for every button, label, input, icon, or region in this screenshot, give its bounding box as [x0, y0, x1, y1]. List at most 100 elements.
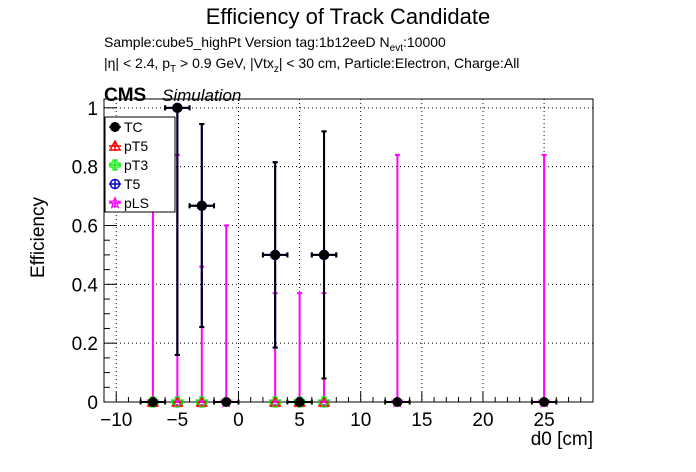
marker-circle	[172, 102, 183, 113]
x-tick-label: 15	[411, 410, 432, 431]
x-tick-label: 25	[534, 410, 555, 431]
marker-triangle	[108, 139, 122, 151]
marker-TC	[172, 102, 183, 113]
marker-pT5	[317, 395, 331, 407]
marker-TC	[196, 200, 207, 211]
subtitle-line-2: |η| < 2.4, pT > 0.9 GeV, |Vtxz| < 30 cm,…	[104, 55, 519, 75]
marker-cross	[318, 396, 330, 408]
data-point-pLS	[292, 292, 307, 408]
data-points	[139, 102, 558, 408]
marker-circle	[221, 397, 232, 407]
data-point-TC	[310, 130, 338, 380]
marker-TC	[539, 397, 550, 407]
data-point-pT5	[171, 395, 184, 407]
data-point-TC	[530, 397, 558, 407]
legend-label-T5: T5	[124, 176, 141, 192]
legend-marker-pLS	[108, 195, 122, 209]
x-axis-label: d0 [cm]	[531, 429, 593, 450]
y-tick-label: 0.6	[72, 216, 98, 237]
data-point-TC	[286, 397, 313, 407]
subtitle-1-sub: evt	[390, 43, 404, 54]
marker-triangle	[171, 395, 184, 407]
marker-circle	[196, 200, 207, 211]
legend-marker-TC	[110, 122, 120, 132]
legend-marker-pT3	[109, 159, 121, 171]
x-tick-label: 20	[472, 410, 493, 431]
y-tick-label: 1	[87, 99, 98, 120]
subtitle-2-sub2: z	[274, 64, 279, 75]
data-point-pLS	[390, 153, 405, 408]
marker-TC	[319, 249, 330, 260]
y-tick-label: 0.4	[72, 275, 99, 296]
subtitle-2-part3: | < 30 cm, Particle:Electron, Charge:All	[279, 55, 520, 71]
cms-label: CMS	[104, 85, 146, 106]
y-tick-label: 0.2	[72, 334, 98, 355]
legend-marker-pT5	[108, 139, 122, 151]
marker-pT5	[195, 395, 209, 407]
data-point-pT3	[171, 396, 183, 408]
marker-circle	[110, 122, 120, 132]
series-TC	[139, 102, 558, 407]
legend-entry-pLS: pLS	[108, 195, 149, 211]
subtitle-1-tail: :10000	[403, 34, 446, 50]
subtitle-line-1: Sample:cube5_highPt Version tag:1b12eeD …	[104, 34, 446, 54]
series-T5	[164, 102, 338, 380]
y-tick-label: 0	[87, 393, 98, 414]
marker-pT3	[171, 396, 183, 408]
data-point-pT5	[268, 395, 282, 407]
marker-circle	[109, 178, 121, 190]
x-tick-label: 0	[233, 410, 244, 431]
subtitle-2-sub1: T	[170, 64, 176, 75]
legend-entry-TC: TC	[109, 119, 143, 135]
marker-TC	[147, 397, 158, 407]
data-point-pT5	[195, 395, 209, 407]
marker-circle	[294, 397, 305, 407]
x-tick-label: 5	[294, 410, 305, 431]
chart-title: Efficiency of Track Candidate	[206, 4, 491, 29]
marker-pT5	[268, 395, 282, 407]
data-point-pLS	[219, 224, 234, 408]
subtitle-2-part1: |η| < 2.4, p	[104, 55, 170, 71]
marker-cross	[171, 396, 183, 408]
data-point-pT3	[269, 396, 281, 408]
legend-label-pT3: pT3	[124, 157, 148, 173]
subtitle-2-part2: > 0.9 GeV, |Vtx	[176, 55, 274, 71]
data-point-pT5	[317, 395, 331, 407]
legend-entry-pT3: pT3	[109, 157, 148, 173]
marker-star	[108, 195, 122, 209]
legend-label-pLS: pLS	[124, 195, 149, 211]
marker-cross	[196, 396, 208, 408]
data-point-TC	[261, 161, 289, 349]
marker-pT3	[318, 396, 330, 408]
marker-triangle	[317, 395, 331, 407]
legend-label-TC: TC	[124, 119, 143, 135]
marker-pT5	[171, 395, 184, 407]
x-tick-label: −10	[100, 410, 132, 431]
marker-triangle	[268, 395, 282, 407]
x-tick-label: −5	[167, 410, 189, 431]
marker-circle	[270, 249, 281, 260]
data-point-pT3	[196, 396, 208, 408]
y-tick-label: 0.8	[72, 158, 98, 179]
data-point-pLS	[537, 153, 551, 408]
marker-TC	[270, 249, 281, 260]
legend-entry-pT5: pT5	[108, 138, 148, 154]
marker-pT3	[269, 396, 281, 408]
marker-TC	[221, 397, 232, 407]
marker-TC	[392, 397, 403, 407]
marker-triangle	[195, 395, 209, 407]
marker-circle	[392, 397, 403, 407]
subtitle-1-main: Sample:cube5_highPt Version tag:1b12eeD …	[104, 34, 390, 50]
marker-circle	[147, 397, 158, 407]
legend-label-pT5: pT5	[124, 138, 148, 154]
data-point-TC	[384, 397, 411, 407]
data-point-TC	[164, 102, 191, 356]
marker-circle	[319, 249, 330, 260]
y-axis-label: Efficiency	[28, 197, 49, 278]
simulation-label: Simulation	[162, 86, 241, 105]
data-point-pT3	[318, 396, 330, 408]
x-tick-label: 10	[350, 410, 371, 431]
marker-TC	[294, 397, 305, 407]
series-pLS	[146, 153, 551, 408]
